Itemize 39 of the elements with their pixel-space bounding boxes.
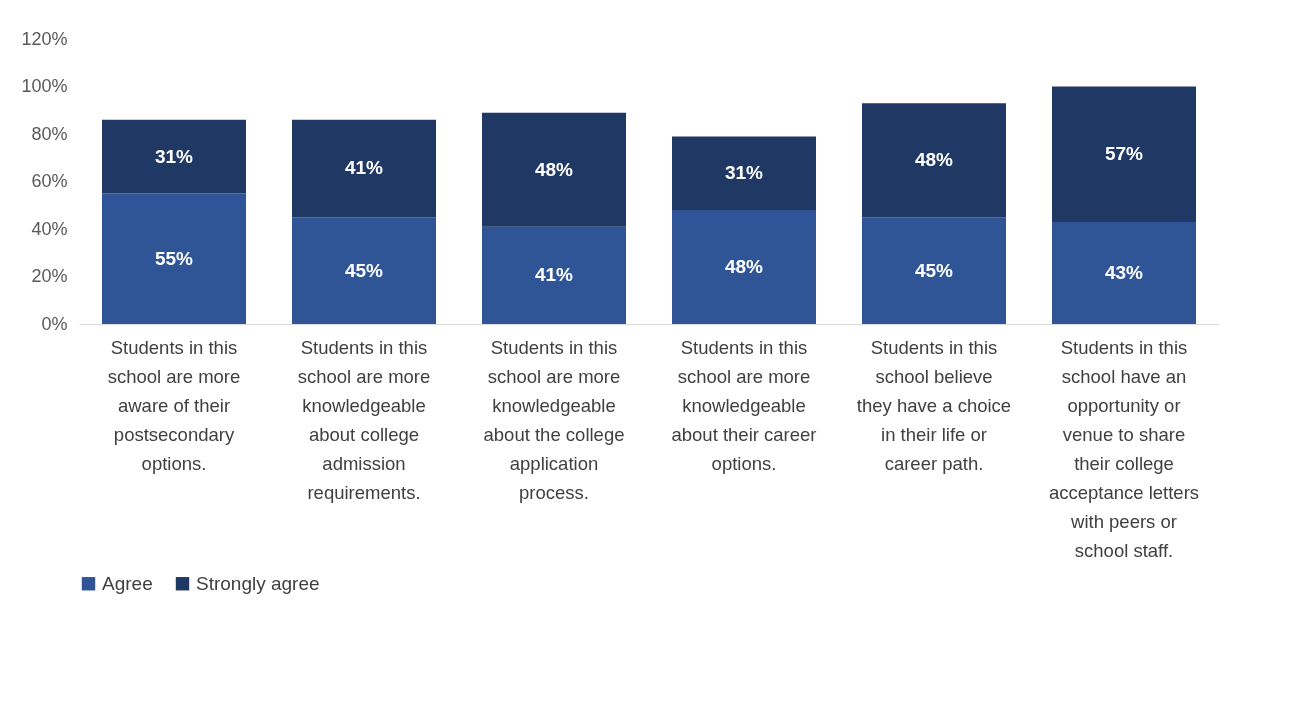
x-tick-label: Students in this school believe they have a choice in their life or career path. bbox=[856, 336, 1012, 474]
y-tick-label: 40% bbox=[31, 218, 68, 239]
data-label: 45% bbox=[914, 259, 954, 281]
x-tick-label: Students in this school are more knowledgeable about their career options. bbox=[671, 336, 817, 474]
bar bbox=[672, 136, 816, 210]
bar bbox=[292, 119, 436, 218]
bar bbox=[102, 193, 246, 324]
x-tick-label: Students in this school are more aware of their postsecondary options. bbox=[107, 336, 241, 474]
x-tick-label: Students in this school have an opportunity or venue to share their college acceptance letters with peers or school staff. bbox=[1048, 336, 1200, 561]
bar bbox=[1052, 86, 1196, 222]
data-label: 31% bbox=[724, 162, 764, 184]
legend-label: Agree bbox=[102, 572, 153, 594]
y-tick-label: 0% bbox=[41, 313, 68, 334]
bar bbox=[1052, 221, 1196, 324]
data-label: 31% bbox=[154, 145, 194, 167]
data-label: 57% bbox=[1104, 143, 1144, 165]
data-label: 48% bbox=[914, 149, 954, 171]
data-label: 41% bbox=[534, 264, 574, 286]
data-label: 48% bbox=[724, 256, 764, 277]
x-tick-label: Students in this school are more knowledgeable about college admission requirements. bbox=[297, 336, 431, 503]
data-label: 45% bbox=[344, 259, 384, 281]
data-label: 55% bbox=[154, 247, 194, 269]
y-tick-label: 120% bbox=[21, 28, 68, 49]
bar bbox=[862, 103, 1006, 218]
y-tick-label: 60% bbox=[31, 171, 68, 191]
bar bbox=[672, 210, 816, 324]
bar bbox=[482, 112, 626, 227]
bar bbox=[862, 217, 1006, 324]
x-tick-label: Students in this school are more knowledgeable about the college application process. bbox=[483, 336, 625, 503]
data-label: 43% bbox=[1104, 261, 1144, 283]
bar bbox=[482, 226, 626, 324]
y-tick-label: 100% bbox=[21, 76, 68, 96]
y-tick-label: 20% bbox=[31, 266, 68, 286]
bar bbox=[102, 119, 246, 194]
y-tick-label: 80% bbox=[31, 123, 68, 144]
data-label: 48% bbox=[534, 158, 574, 180]
data-label: 41% bbox=[344, 157, 384, 179]
bar bbox=[292, 217, 436, 324]
legend-label: Strongly agree bbox=[196, 572, 320, 594]
